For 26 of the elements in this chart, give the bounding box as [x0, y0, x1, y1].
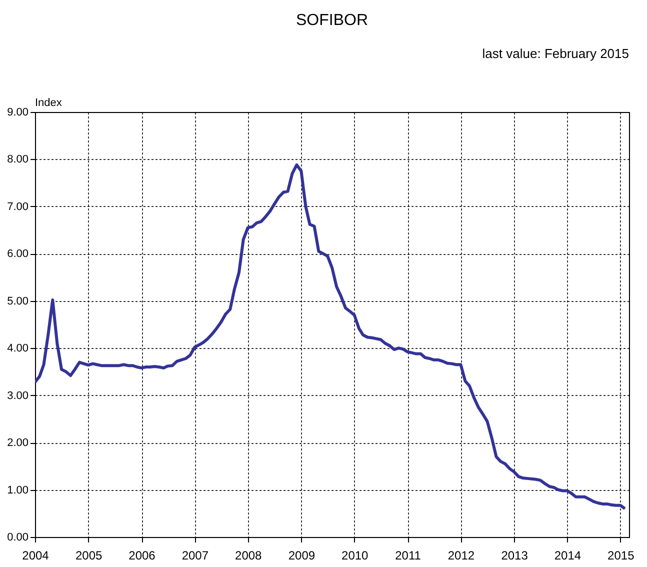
x-tick-label: 2008: [235, 548, 262, 562]
y-tick-label: 4.00: [7, 342, 28, 355]
y-tick-label: 2.00: [7, 437, 28, 450]
x-tick-label: 2005: [75, 548, 102, 562]
y-tick-label: 0.00: [7, 532, 28, 544]
y-tick-label: 7.00: [7, 200, 28, 213]
text: last value: February 2015: [482, 46, 629, 61]
y-tick-label: 5.00: [7, 295, 28, 308]
x-tick-label: 2011: [395, 548, 422, 562]
x-tick-label: 2004: [22, 548, 50, 562]
y-tick-label: 1.00: [7, 484, 28, 496]
x-tick-label: 2012: [448, 548, 475, 562]
x-tick-label: 2010: [342, 548, 369, 562]
x-tick-label: 2013: [501, 548, 528, 562]
line-series: [35, 163, 626, 510]
chart-title: SOFIBOR: [296, 12, 368, 29]
x-tick-label: 2007: [182, 548, 209, 562]
y-tick-label: 8.00: [7, 154, 28, 166]
x-tick-label: 2014: [554, 548, 582, 562]
y-tick-label: 9.00: [7, 106, 28, 118]
x-tick-label: 2009: [288, 548, 316, 562]
y-tick-label: 6.00: [7, 248, 28, 260]
y-tick-label: 3.00: [7, 390, 28, 402]
x-tick-label: 2015: [608, 548, 635, 562]
y-axis-title: Index: [35, 97, 62, 109]
x-tick-label: 2006: [128, 548, 156, 562]
